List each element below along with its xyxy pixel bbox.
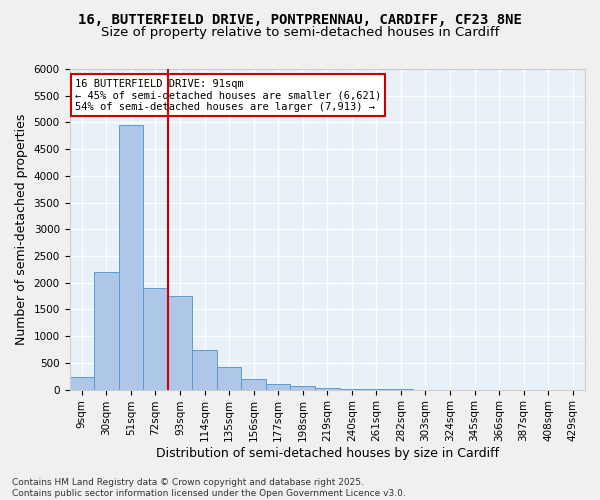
Text: Size of property relative to semi-detached houses in Cardiff: Size of property relative to semi-detach…: [101, 26, 499, 39]
Bar: [143, 288, 168, 390]
Bar: [70, 378, 94, 390]
Bar: [217, 367, 241, 390]
Y-axis label: Number of semi-detached properties: Number of semi-detached properties: [15, 114, 28, 345]
Text: 16 BUTTERFIELD DRIVE: 91sqm
← 45% of semi-detached houses are smaller (6,621)
54: 16 BUTTERFIELD DRIVE: 91sqm ← 45% of sem…: [74, 78, 381, 112]
Text: Contains HM Land Registry data © Crown copyright and database right 2025.
Contai: Contains HM Land Registry data © Crown c…: [12, 478, 406, 498]
Bar: [266, 384, 290, 390]
X-axis label: Distribution of semi-detached houses by size in Cardiff: Distribution of semi-detached houses by …: [156, 447, 499, 460]
Bar: [241, 379, 266, 390]
Text: 16, BUTTERFIELD DRIVE, PONTPRENNAU, CARDIFF, CF23 8NE: 16, BUTTERFIELD DRIVE, PONTPRENNAU, CARD…: [78, 12, 522, 26]
Bar: [315, 388, 340, 390]
Bar: [290, 386, 315, 390]
Bar: [340, 389, 364, 390]
Bar: [192, 350, 217, 390]
Bar: [94, 272, 119, 390]
Bar: [168, 296, 192, 390]
Bar: [119, 125, 143, 390]
